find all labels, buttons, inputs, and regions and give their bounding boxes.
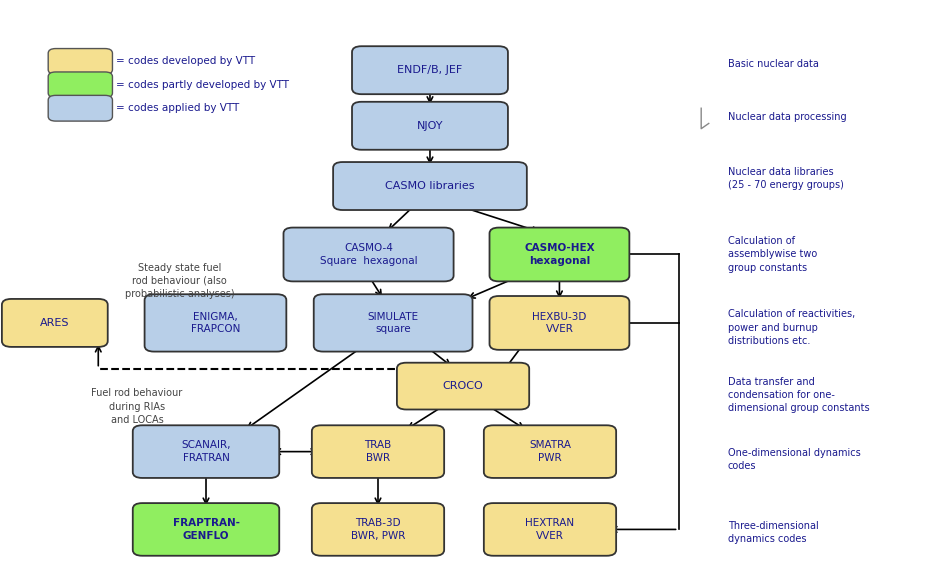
FancyBboxPatch shape	[333, 162, 527, 210]
Text: SIMULATE
square: SIMULATE square	[367, 312, 418, 334]
Text: ARES: ARES	[40, 318, 70, 328]
FancyBboxPatch shape	[132, 503, 279, 556]
Text: HEXTRAN
VVER: HEXTRAN VVER	[525, 518, 574, 541]
Text: Data transfer and
condensation for one-
dimensional group constants: Data transfer and condensation for one- …	[727, 377, 868, 413]
FancyBboxPatch shape	[351, 102, 508, 150]
Text: Fuel rod behaviour
during RIAs
and LOCAs: Fuel rod behaviour during RIAs and LOCAs	[92, 388, 182, 425]
Text: Calculation of reactivities,
power and burnup
distributions etc.: Calculation of reactivities, power and b…	[727, 309, 854, 346]
FancyBboxPatch shape	[2, 299, 108, 347]
Text: CASMO-4
Square  hexagonal: CASMO-4 Square hexagonal	[319, 243, 417, 266]
Text: Nuclear data processing: Nuclear data processing	[727, 112, 846, 122]
FancyBboxPatch shape	[396, 363, 529, 409]
Text: Three-dimensional
dynamics codes: Three-dimensional dynamics codes	[727, 521, 818, 544]
FancyBboxPatch shape	[144, 294, 286, 352]
FancyBboxPatch shape	[283, 228, 453, 281]
FancyBboxPatch shape	[489, 228, 629, 281]
FancyBboxPatch shape	[48, 49, 112, 74]
FancyBboxPatch shape	[313, 294, 472, 352]
FancyBboxPatch shape	[351, 46, 508, 94]
Text: Nuclear data libraries
(25 - 70 energy groups): Nuclear data libraries (25 - 70 energy g…	[727, 167, 843, 190]
FancyBboxPatch shape	[132, 425, 279, 478]
Text: CASMO-HEX
hexagonal: CASMO-HEX hexagonal	[524, 243, 594, 266]
Text: HEXBU-3D
VVER: HEXBU-3D VVER	[531, 312, 586, 334]
Text: CASMO libraries: CASMO libraries	[385, 181, 474, 191]
Text: FRAPTRAN-
GENFLO: FRAPTRAN- GENFLO	[173, 518, 239, 541]
Text: TRAB
BWR: TRAB BWR	[364, 441, 391, 463]
Text: SCANAIR,
FRATRAN: SCANAIR, FRATRAN	[181, 441, 230, 463]
FancyBboxPatch shape	[48, 95, 112, 121]
Text: TRAB-3D
BWR, PWR: TRAB-3D BWR, PWR	[350, 518, 405, 541]
FancyBboxPatch shape	[312, 503, 444, 556]
FancyBboxPatch shape	[483, 503, 615, 556]
Text: CROCO: CROCO	[442, 381, 483, 391]
Text: Steady state fuel
rod behaviour (also
probabilistic analyses): Steady state fuel rod behaviour (also pr…	[125, 263, 234, 299]
Text: Basic nuclear data: Basic nuclear data	[727, 59, 818, 70]
Text: ENDF/B, JEF: ENDF/B, JEF	[396, 65, 463, 75]
Text: One-dimensional dynamics
codes: One-dimensional dynamics codes	[727, 448, 859, 471]
FancyBboxPatch shape	[483, 425, 615, 478]
FancyBboxPatch shape	[48, 72, 112, 98]
Text: SMATRA
PWR: SMATRA PWR	[529, 441, 570, 463]
Text: NJOY: NJOY	[416, 121, 443, 131]
Text: = codes applied by VTT: = codes applied by VTT	[116, 103, 239, 113]
Text: = codes partly developed by VTT: = codes partly developed by VTT	[116, 80, 289, 90]
Text: ENIGMA,
FRAPCON: ENIGMA, FRAPCON	[191, 312, 240, 334]
Text: = codes developed by VTT: = codes developed by VTT	[116, 56, 255, 67]
FancyBboxPatch shape	[489, 296, 629, 350]
FancyBboxPatch shape	[312, 425, 444, 478]
Text: Calculation of
assemblywise two
group constants: Calculation of assemblywise two group co…	[727, 236, 816, 273]
